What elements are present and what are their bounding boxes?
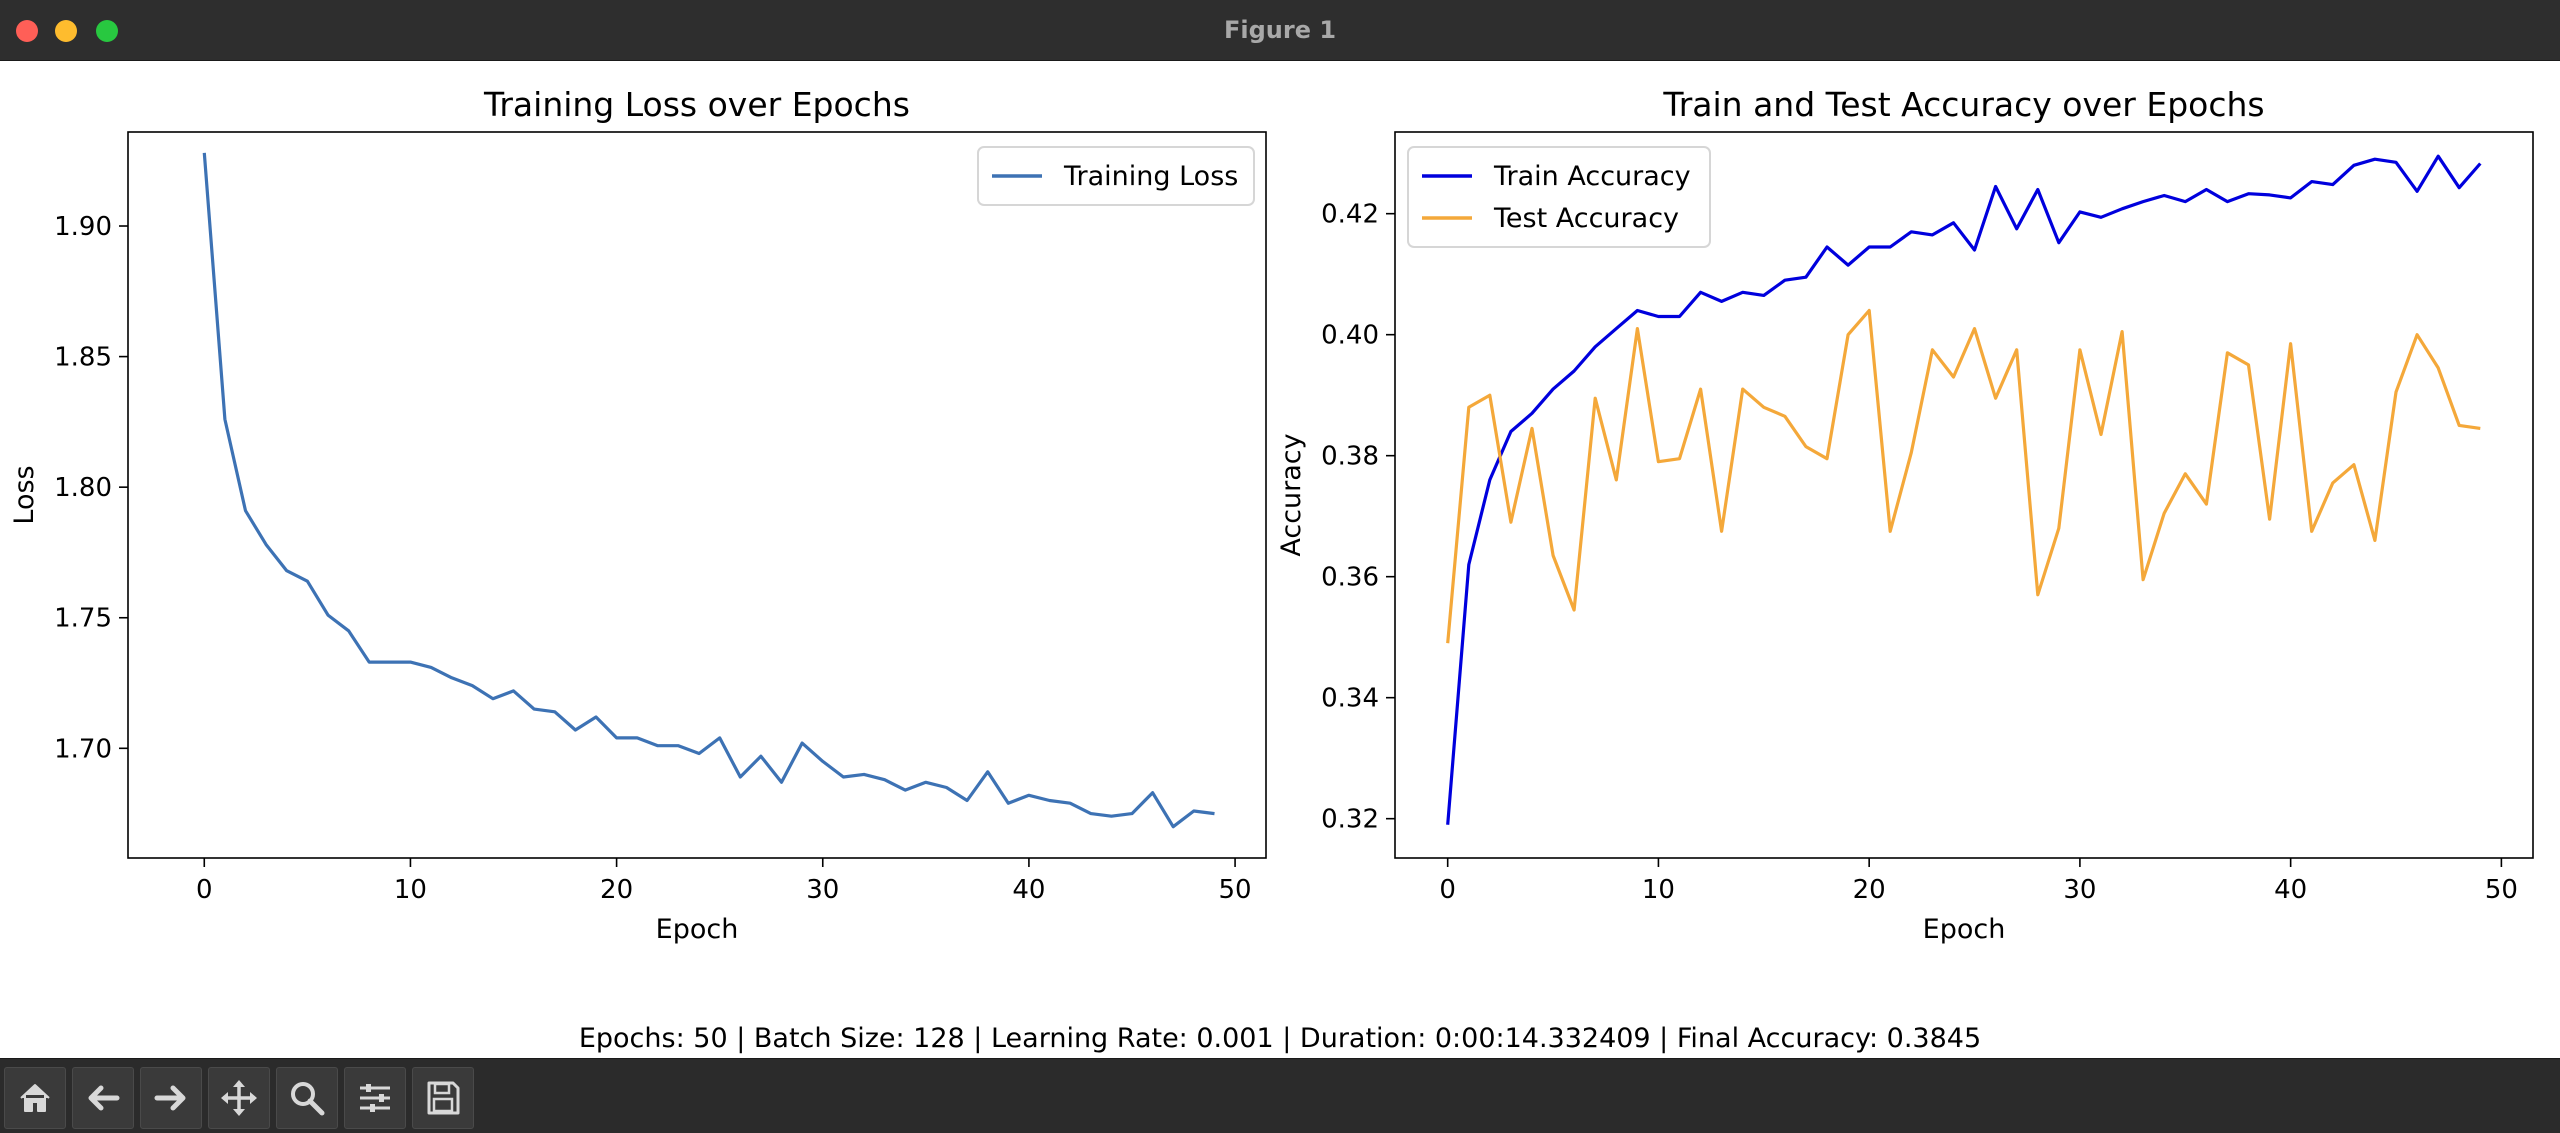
save-icon [427, 1081, 460, 1115]
home-button[interactable] [4, 1067, 66, 1129]
x-tick-label: 50 [1219, 875, 1252, 905]
legend-box [1407, 146, 1711, 248]
window-title: Figure 1 [1223, 16, 1337, 44]
x-tick-label: 40 [1012, 875, 1045, 905]
back-button[interactable] [72, 1067, 134, 1129]
x-tick-label: 0 [1439, 875, 1456, 905]
x-tick-label: 20 [1853, 875, 1886, 905]
y-tick-label: 1.75 [54, 604, 112, 634]
figure-canvas[interactable]: 0 10 20 30 40 50 1.70 1.75 1.80 1.85 1.90 Training … [0, 60, 2560, 1020]
series-line-train-accuracy [1446, 154, 2482, 825]
y-axis-label: Loss [9, 465, 40, 524]
x-axis-label: Epoch [656, 914, 739, 945]
x-tick-label: 10 [394, 875, 427, 905]
forward-arrow-icon [154, 1085, 186, 1111]
accuracy-chart: 0 10 20 30 40 50 0.32 0.34 0.36 0.38 0.40 0.42 Train… [1276, 85, 2534, 945]
training-loss-chart: 0 10 20 30 40 50 1.70 1.75 1.80 1.85 1.90 Training … [9, 85, 1267, 945]
x-tick-label: 20 [600, 875, 633, 905]
axes-frame [1394, 131, 2534, 859]
zoom-icon [291, 1082, 325, 1116]
x-axis-label: Epoch [1923, 914, 2006, 945]
x-tick-label: 0 [196, 875, 213, 905]
y-axis-label: Accuracy [1276, 433, 1307, 556]
back-arrow-icon [88, 1085, 120, 1111]
minimize-window-button[interactable] [55, 20, 77, 42]
y-tick-label: 1.80 [54, 473, 112, 503]
legend-box [977, 146, 1255, 206]
pan-button[interactable] [208, 1067, 270, 1129]
y-tick-label: 0.34 [1321, 684, 1379, 714]
navigation-toolbar [0, 1058, 2560, 1133]
save-button[interactable] [412, 1067, 474, 1129]
maximize-window-button[interactable] [96, 20, 118, 42]
y-tick-label: 0.40 [1321, 321, 1379, 351]
legend-label: Train Accuracy [1493, 161, 1691, 192]
y-tick-label: 0.36 [1321, 563, 1379, 593]
configure-subplots-icon [360, 1084, 390, 1112]
x-tick-label: 50 [2485, 875, 2518, 905]
forward-button[interactable] [140, 1067, 202, 1129]
y-tick-label: 0.42 [1321, 200, 1379, 230]
x-tick-label: 30 [806, 875, 839, 905]
series-line-training-loss [202, 152, 1215, 829]
series-line-test-accuracy [1446, 308, 2481, 644]
chart-title: Training Loss over Epochs [483, 85, 910, 124]
legend-label: Test Accuracy [1493, 203, 1679, 234]
title-bar: Figure 1 [0, 0, 2560, 61]
chart-title: Train and Test Accuracy over Epochs [1662, 85, 2264, 124]
y-tick-label: 0.32 [1321, 805, 1379, 835]
configure-subplots-button[interactable] [344, 1067, 406, 1129]
zoom-button[interactable] [276, 1067, 338, 1129]
legend-label: Training Loss [1063, 161, 1238, 192]
y-tick-label: 0.38 [1321, 442, 1379, 472]
home-icon [20, 1084, 50, 1112]
y-tick-label: 1.70 [54, 734, 112, 764]
run-summary-text: Epochs: 50 | Batch Size: 128 | Learning … [578, 1023, 1982, 1054]
axes-frame [127, 131, 1267, 859]
pan-icon [221, 1080, 257, 1116]
y-tick-label: 1.85 [54, 343, 112, 373]
x-tick-label: 30 [2063, 875, 2096, 905]
y-tick-label: 1.90 [54, 212, 112, 242]
x-tick-label: 10 [1642, 875, 1675, 905]
x-tick-label: 40 [2274, 875, 2307, 905]
close-window-button[interactable] [16, 20, 38, 42]
